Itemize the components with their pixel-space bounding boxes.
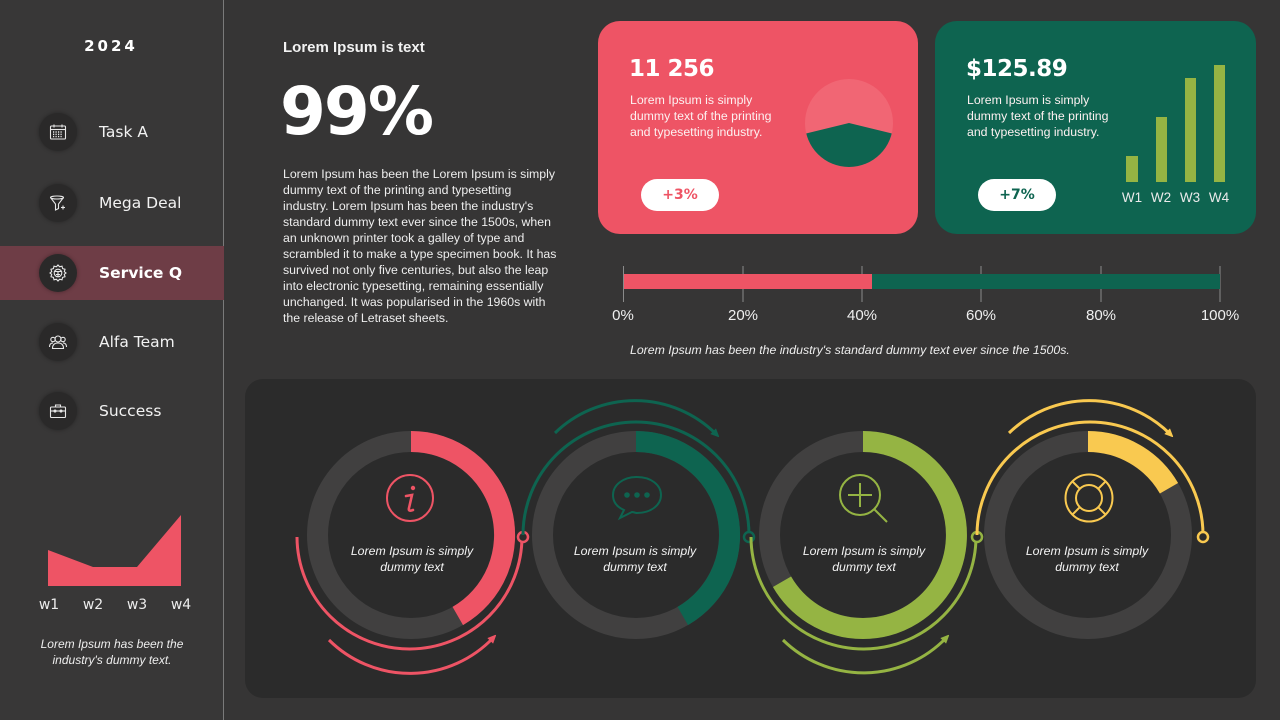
- sidebar-item-label: Task A: [99, 123, 148, 141]
- progress-bar: [623, 266, 1221, 302]
- tick-label: 100%: [1200, 307, 1240, 324]
- year-label: 2024: [84, 37, 138, 55]
- weekly-area-chart: [48, 515, 181, 586]
- axis-label: w4: [170, 597, 192, 613]
- chat-bubble-icon: [611, 475, 663, 521]
- funnel-icon: [39, 184, 77, 222]
- progress-chart: 0% 20% 40% 60% 80% 100% Lorem Ipsum has …: [600, 260, 1260, 370]
- axis-label: w3: [126, 597, 148, 613]
- ring-1: [295, 431, 530, 675]
- zoom-in-icon: [839, 474, 888, 523]
- sidebar: 2024 Task A Mega Deal: [0, 0, 224, 720]
- tick-label: 60%: [965, 307, 997, 324]
- sidebar-item-label: Mega Deal: [99, 194, 182, 212]
- tick-label: 80%: [1085, 307, 1117, 324]
- stat-card-red: 11 256 Lorem Ipsum is simply dummy text …: [598, 21, 918, 234]
- change-badge[interactable]: +7%: [978, 179, 1056, 211]
- sidebar-item-task-a[interactable]: Task A: [0, 105, 224, 159]
- bar-label: W4: [1208, 190, 1230, 205]
- sidebar-item-label: Alfa Team: [99, 333, 175, 351]
- tick-label: 20%: [727, 307, 759, 324]
- sidebar-item-success[interactable]: Success: [0, 384, 224, 438]
- axis-label: w1: [38, 597, 60, 613]
- sidebar-item-label: Success: [99, 402, 162, 420]
- team-icon: [39, 323, 77, 361]
- tick-label: 0%: [612, 307, 634, 324]
- bar-label: W1: [1121, 190, 1143, 205]
- sidebar-caption: Lorem Ipsum has been the industry's dumm…: [40, 637, 184, 667]
- bar-label: W2: [1150, 190, 1172, 205]
- sidebar-item-service-q[interactable]: Service Q: [0, 246, 224, 300]
- axis-label: w2: [82, 597, 104, 613]
- ring-4: [975, 399, 1210, 639]
- pie-chart: [805, 79, 893, 167]
- intro-body-text: Lorem Ipsum has been the Lorem Ipsum is …: [283, 167, 557, 325]
- big-percentage: 99%: [280, 73, 434, 150]
- card-description: Lorem Ipsum is simply dummy text of the …: [630, 93, 772, 139]
- card-value: 11 256: [629, 56, 715, 82]
- info-icon: [386, 474, 434, 522]
- calendar-icon: [39, 113, 77, 151]
- gear-icon: [39, 254, 77, 292]
- ring-caption: Lorem Ipsum is simply dummy text: [1025, 544, 1149, 574]
- sidebar-item-label: Service Q: [99, 264, 183, 282]
- change-badge[interactable]: +3%: [641, 179, 719, 211]
- ring-2: [521, 399, 756, 639]
- stat-card-green: $125.89 Lorem Ipsum is simply dummy text…: [935, 21, 1256, 234]
- progress-caption: Lorem Ipsum has been the industry's stan…: [630, 343, 1070, 357]
- card-description: Lorem Ipsum is simply dummy text of the …: [967, 93, 1109, 139]
- ring-3: [749, 431, 984, 675]
- ring-caption: Lorem Ipsum is simply dummy text: [573, 544, 697, 574]
- bar-label: W3: [1179, 190, 1201, 205]
- lifebuoy-icon: [1064, 473, 1114, 523]
- card-value: $125.89: [966, 56, 1068, 82]
- area-chart-x-axis: w1 w2 w3 w4: [0, 597, 224, 617]
- sidebar-item-mega-deal[interactable]: Mega Deal: [0, 176, 224, 230]
- ring-caption: Lorem Ipsum is simply dummy text: [802, 544, 926, 574]
- weekly-bar-chart: [1126, 65, 1225, 182]
- intro-title: Lorem Ipsum is text: [283, 39, 425, 56]
- sidebar-item-alfa-team[interactable]: Alfa Team: [0, 315, 224, 369]
- briefcase-icon: [39, 392, 77, 430]
- tick-label: 40%: [846, 307, 878, 324]
- ring-caption: Lorem Ipsum is simply dummy text: [350, 544, 474, 574]
